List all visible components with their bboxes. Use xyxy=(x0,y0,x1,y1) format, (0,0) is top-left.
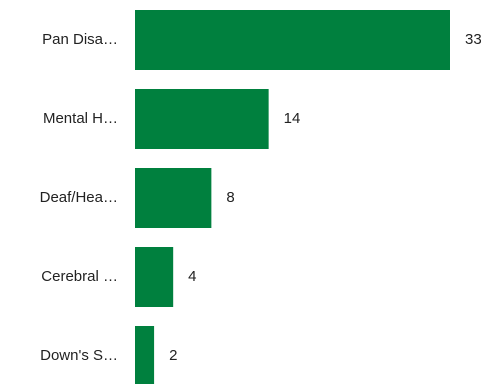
bar-value-label: 2 xyxy=(169,347,177,364)
bar-value-label: 8 xyxy=(226,189,234,206)
category-label: Mental H… xyxy=(43,110,118,127)
category-label: Deaf/Hea… xyxy=(40,189,118,206)
bar xyxy=(135,168,212,228)
bar-value-label: 4 xyxy=(188,268,196,285)
category-label: Pan Disa… xyxy=(42,31,118,48)
bar-value-label: 14 xyxy=(284,110,301,127)
bar xyxy=(135,326,155,384)
category-label: Down's S… xyxy=(40,347,118,364)
category-label: Cerebral … xyxy=(41,268,118,285)
bar xyxy=(135,10,450,70)
bar-value-label: 33 xyxy=(465,31,482,48)
bar xyxy=(135,89,269,149)
bar xyxy=(135,247,174,307)
